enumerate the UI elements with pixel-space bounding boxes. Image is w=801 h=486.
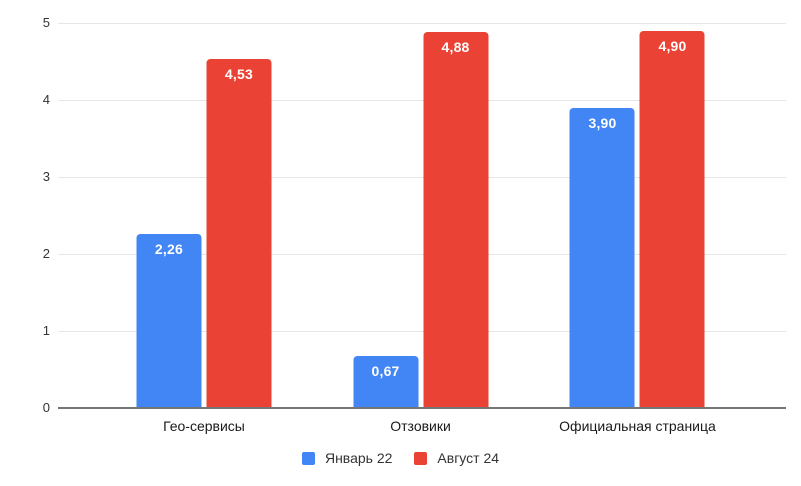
bar-group: 3,90 4,90 — [569, 23, 705, 408]
bar-value-label: 4,53 — [224, 66, 253, 83]
bar-series-1: 4,90 — [639, 30, 705, 408]
bar-value-label: 2,26 — [154, 240, 183, 257]
bar-group: 0,67 4,88 — [353, 23, 489, 408]
y-tick-label: 0 — [42, 400, 50, 415]
y-tick-label: 5 — [42, 15, 50, 30]
gridline — [58, 254, 786, 255]
category-label: Официальная страница — [559, 418, 716, 434]
bar-series-0: 2,26 — [136, 233, 202, 408]
legend-item-series-0: Январь 22 — [301, 450, 393, 466]
x-axis: Гео-сервисы Отзовики Официальная страница — [58, 416, 786, 438]
legend-label: Август 24 — [437, 450, 500, 466]
gridline — [58, 177, 786, 178]
bar-series-1: 4,53 — [206, 59, 272, 408]
bar-group: 2,26 4,53 — [136, 23, 272, 408]
bar-series-0: 0,67 — [353, 356, 419, 408]
gridline — [58, 23, 786, 24]
y-tick-label: 4 — [42, 92, 50, 107]
legend: Январь 22 Август 24 — [0, 450, 801, 466]
y-tick-label: 3 — [42, 169, 50, 184]
bar-series-1: 4,88 — [423, 32, 489, 408]
y-tick-label: 2 — [42, 246, 50, 261]
bar-series-0: 3,90 — [569, 107, 635, 408]
bar-value-label: 3,90 — [588, 114, 617, 131]
bar-value-label: 4,90 — [658, 37, 687, 54]
bar-value-label: 0,67 — [371, 363, 400, 380]
gridline — [58, 100, 786, 101]
category-label: Гео-сервисы — [163, 418, 245, 434]
legend-item-series-1: Август 24 — [414, 450, 499, 466]
legend-label: Январь 22 — [324, 450, 393, 466]
y-axis: 0 1 2 3 4 5 — [0, 0, 50, 486]
legend-swatch-icon — [414, 451, 428, 465]
x-axis-line — [58, 407, 786, 409]
gridline — [58, 331, 786, 332]
plot-area: 2,26 4,53 0,67 4,88 3,90 4,90 — [58, 23, 786, 409]
bar-value-label: 4,88 — [441, 39, 470, 56]
y-tick-label: 1 — [42, 323, 50, 338]
legend-swatch-icon — [301, 451, 315, 465]
category-label: Отзовики — [390, 418, 451, 434]
